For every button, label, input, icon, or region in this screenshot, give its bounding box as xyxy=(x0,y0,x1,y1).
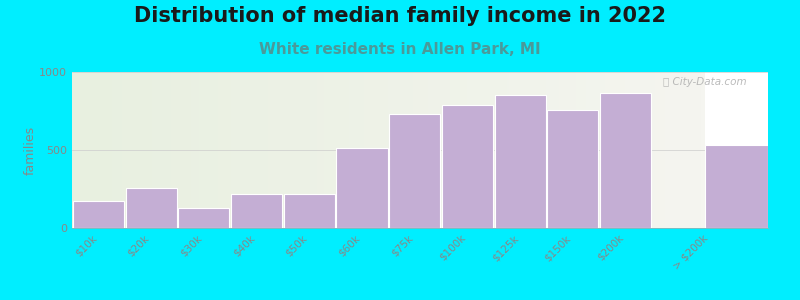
Y-axis label: families: families xyxy=(23,125,36,175)
Bar xyxy=(547,110,598,228)
Bar xyxy=(442,105,493,228)
Bar xyxy=(337,148,387,228)
Bar xyxy=(231,194,282,228)
Text: White residents in Allen Park, MI: White residents in Allen Park, MI xyxy=(259,42,541,57)
Bar xyxy=(178,208,230,228)
Bar xyxy=(494,94,546,228)
Bar xyxy=(126,188,177,228)
Text: Distribution of median family income in 2022: Distribution of median family income in … xyxy=(134,6,666,26)
Text: 🔍 City-Data.com: 🔍 City-Data.com xyxy=(663,77,747,87)
Bar xyxy=(389,114,440,228)
Bar xyxy=(705,145,768,228)
Bar xyxy=(284,194,335,228)
Bar xyxy=(600,93,651,228)
Bar xyxy=(73,201,124,228)
